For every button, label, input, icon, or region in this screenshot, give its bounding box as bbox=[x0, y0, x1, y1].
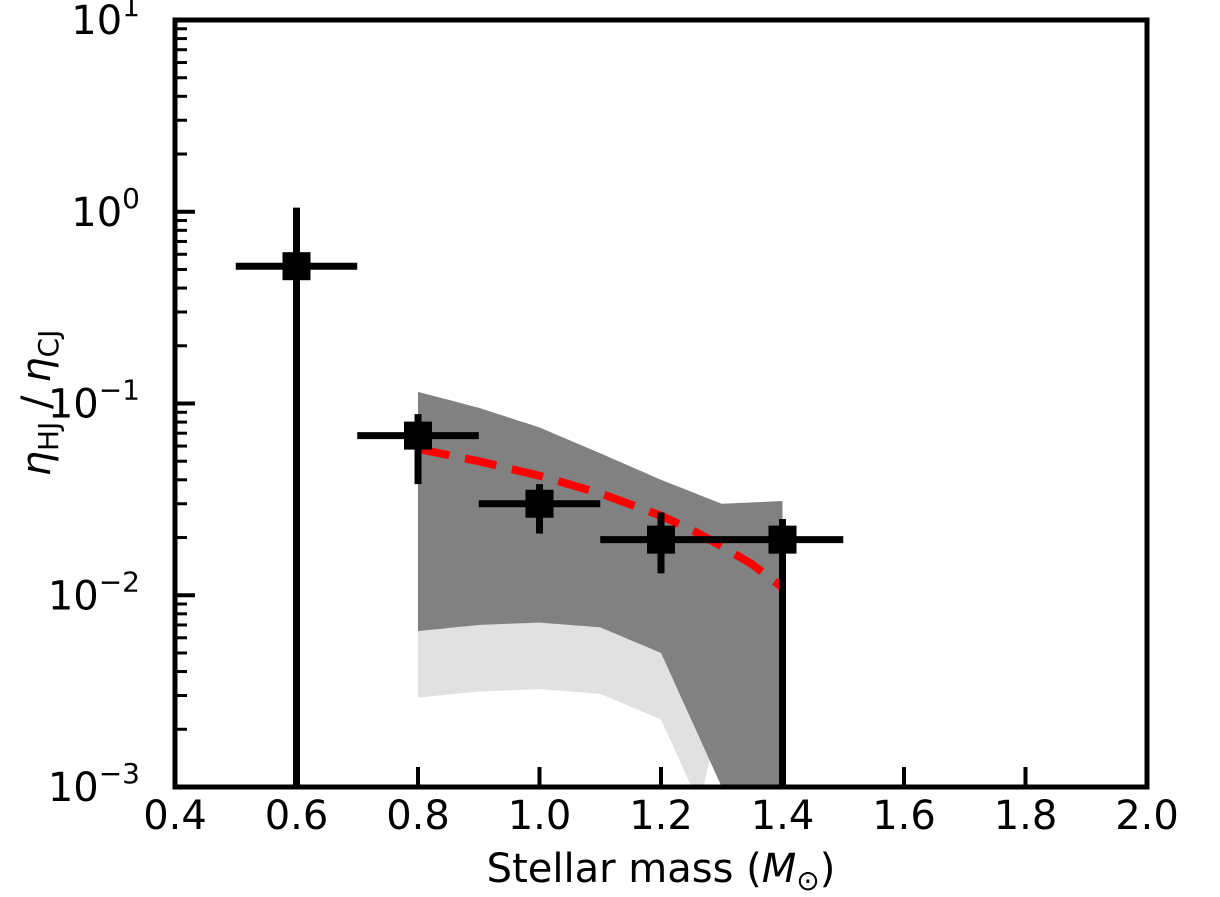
data-point-3 bbox=[478, 484, 601, 534]
data-point-4 bbox=[600, 512, 722, 574]
y-axis-title: ηHJ / ηCJ bbox=[14, 330, 65, 477]
data-point-5 bbox=[721, 518, 844, 787]
y-tick-label: 10−3 bbox=[48, 757, 140, 811]
y-tick-label: 101 bbox=[71, 0, 140, 44]
x-tick-label: 1.4 bbox=[751, 793, 815, 839]
posterior-band bbox=[418, 391, 783, 787]
x-tick-label: 0.6 bbox=[265, 793, 329, 839]
data-point-2 bbox=[357, 414, 479, 485]
point-marker bbox=[768, 525, 797, 554]
point-marker bbox=[282, 252, 311, 281]
point-marker bbox=[647, 525, 675, 554]
y-tick-label: 10−2 bbox=[48, 565, 140, 619]
x-tick-label: 1.6 bbox=[872, 793, 936, 839]
ticks-layer: 0.4 0.6 0.8 1.0 1.2 1.4 1.6 1.8 2.0 101 100 10−1 10−… bbox=[48, 0, 1179, 839]
posterior-band-layer bbox=[418, 391, 783, 787]
x-tick-label: 1.8 bbox=[994, 793, 1058, 839]
x-tick-label: 1.2 bbox=[629, 793, 693, 839]
y-tick-label: 10−1 bbox=[48, 374, 140, 428]
data-points-layer bbox=[235, 207, 844, 787]
data-point-1 bbox=[235, 207, 358, 787]
x-tick-label: 0.8 bbox=[386, 793, 450, 839]
posterior-band-faint bbox=[418, 622, 783, 787]
x-axis-title: Stellar mass (M⊙) bbox=[487, 846, 836, 897]
y-tick-label: 100 bbox=[71, 182, 140, 236]
x-tick-label: 2.0 bbox=[1115, 793, 1179, 839]
point-marker bbox=[525, 489, 554, 518]
x-tick-label: 1.0 bbox=[508, 793, 572, 839]
x-tick-label: 0.4 bbox=[143, 793, 207, 839]
point-marker bbox=[404, 421, 432, 450]
